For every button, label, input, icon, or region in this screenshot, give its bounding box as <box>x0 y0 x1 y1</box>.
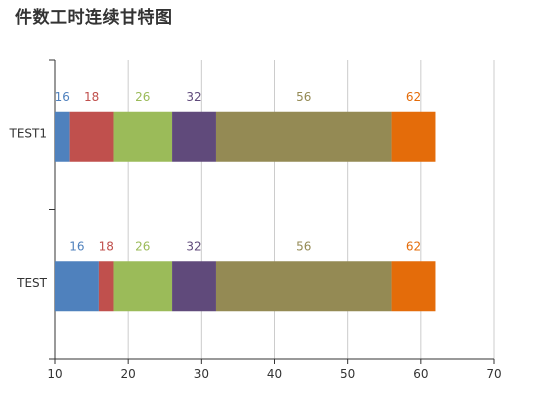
x-tick-label: 60 <box>413 367 428 381</box>
bar-segment <box>215 111 392 162</box>
x-tick-label: 50 <box>340 367 355 381</box>
data-label: 62 <box>406 239 421 253</box>
data-label: 62 <box>406 90 421 104</box>
data-label: 32 <box>186 239 201 253</box>
x-tick-label: 30 <box>194 367 209 381</box>
x-tick-label: 70 <box>486 367 501 381</box>
data-label: 32 <box>186 90 201 104</box>
chart-title: 件数工时连续甘特图 <box>15 8 173 28</box>
data-label: 26 <box>135 90 150 104</box>
bar-segment <box>69 111 114 162</box>
bar-segment <box>172 261 216 312</box>
x-tick-label: 10 <box>47 367 62 381</box>
category-label: TEST <box>16 276 48 290</box>
x-tick-label: 40 <box>267 367 282 381</box>
bar-segment <box>98 261 114 312</box>
bar-segment <box>391 111 436 162</box>
bar-segment <box>113 111 173 162</box>
bar-segment <box>55 261 99 312</box>
bar-segment <box>113 261 173 312</box>
category-label: TEST1 <box>9 126 48 140</box>
bar-segment <box>172 111 216 162</box>
data-label: 18 <box>99 239 114 253</box>
data-label: 18 <box>84 90 99 104</box>
data-label: 26 <box>135 239 150 253</box>
data-label: 16 <box>69 239 84 253</box>
x-tick-label: 20 <box>121 367 136 381</box>
bar-segment <box>55 111 70 162</box>
data-label: 56 <box>296 239 311 253</box>
data-label: 16 <box>55 90 70 104</box>
bar-segment <box>215 261 392 312</box>
data-label: 56 <box>296 90 311 104</box>
bar-segment <box>391 261 436 312</box>
